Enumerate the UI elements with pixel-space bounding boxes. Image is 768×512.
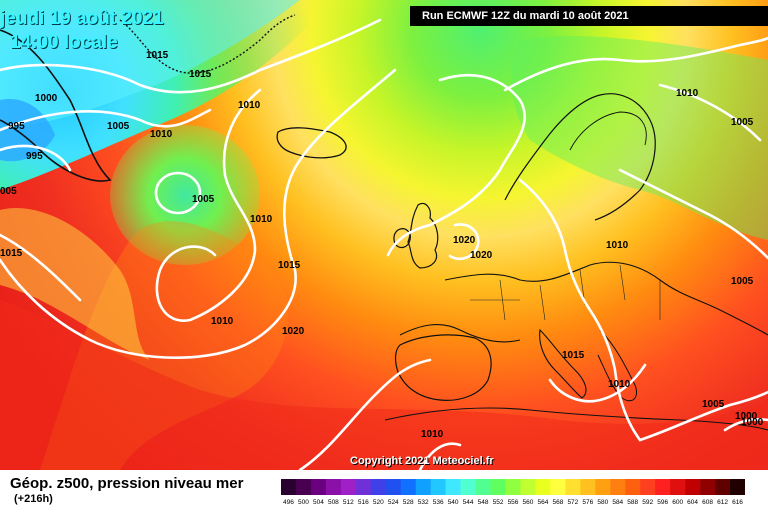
- forecast-lead-time: (+216h): [14, 493, 53, 505]
- isobar-label: 1020: [470, 250, 493, 261]
- isobar-label: 005: [0, 186, 17, 197]
- isobar-label: 1000: [735, 411, 758, 422]
- isobar-label: 1015: [562, 350, 585, 361]
- legend-tick-label: 612: [717, 499, 728, 506]
- legend-swatch: [535, 479, 551, 495]
- legend-tick-label: 548: [478, 499, 489, 506]
- legend-tick-label: 524: [388, 499, 399, 506]
- legend-swatch: [640, 479, 656, 495]
- legend-swatch: [715, 479, 731, 495]
- legend-tick-label: 500: [298, 499, 309, 506]
- legend-tick-label: 588: [627, 499, 638, 506]
- geopotential-map: 1015 1015 1010 1000 1005 1010 995 995 00…: [0, 0, 768, 470]
- isobar-label: 1005: [192, 194, 215, 205]
- copyright-text: Copyright 2021 Meteociel.fr: [350, 455, 494, 467]
- legend-swatch: [475, 479, 491, 495]
- legend-tick-label: 504: [313, 499, 324, 506]
- isobar-label: 995: [8, 121, 25, 132]
- legend-swatch: [520, 479, 536, 495]
- legend-tick-label: 560: [523, 499, 534, 506]
- isobar-label: 1010: [150, 129, 173, 140]
- isobar-label: 1010: [211, 316, 234, 327]
- legend-swatch: [430, 479, 446, 495]
- isobar-label: 1015: [146, 50, 169, 61]
- legend-swatch: [385, 479, 402, 495]
- isobar-label: 1005: [107, 121, 130, 132]
- legend-swatch: [700, 479, 716, 495]
- legend-tick-label: 596: [657, 499, 668, 506]
- legend-tick-label: 540: [448, 499, 459, 506]
- legend-tick-label: 564: [538, 499, 549, 506]
- legend-tick-label: 520: [373, 499, 384, 506]
- legend-tick-label: 556: [508, 499, 519, 506]
- legend-tick-label: 496: [283, 499, 294, 506]
- isobar-label: 1010: [676, 88, 699, 99]
- legend-tick-label: 608: [702, 499, 713, 506]
- legend-tick-label: 580: [597, 499, 608, 506]
- isobar-label: 1020: [453, 235, 476, 246]
- isobar-label: 1015: [189, 69, 212, 80]
- isobar-label: 1010: [250, 214, 273, 225]
- isobar-label: 1010: [238, 100, 261, 111]
- legend-swatch: [460, 479, 476, 495]
- legend-swatch: [565, 479, 581, 495]
- legend-tick-label: 600: [672, 499, 683, 506]
- isobar-label: 1010: [421, 429, 444, 440]
- legend-swatch: [370, 479, 387, 495]
- forecast-local-time: 14:00 locale: [10, 32, 118, 53]
- legend-swatch: [670, 479, 686, 495]
- legend-tick-label: 568: [552, 499, 563, 506]
- legend-swatch: [610, 479, 626, 495]
- legend-swatch: [625, 479, 641, 495]
- isobar-label: 1010: [608, 379, 631, 390]
- legend-tick-label: 536: [433, 499, 444, 506]
- legend-tick-label: 592: [642, 499, 653, 506]
- legend-tick-label: 508: [328, 499, 339, 506]
- isobar-label: 1015: [0, 248, 23, 259]
- isobar-label: 1020: [282, 326, 305, 337]
- legend-swatch: [580, 479, 596, 495]
- forecast-date: jeudi 19 août 2021: [0, 8, 164, 29]
- legend-swatch: [730, 479, 745, 495]
- legend-tick-label: 528: [403, 499, 414, 506]
- isobar-label: 1000: [741, 417, 764, 428]
- isobar-label: 1015: [278, 260, 301, 271]
- isobar-label: 1005: [731, 117, 754, 128]
- legend-tick-label: 604: [687, 499, 698, 506]
- model-run-label: Run ECMWF 12Z du mardi 10 août 2021: [410, 6, 768, 26]
- legend-swatch: [400, 479, 417, 495]
- legend-tick-label: 552: [493, 499, 504, 506]
- legend-swatch: [445, 479, 461, 495]
- legend-swatch: [490, 479, 506, 495]
- legend-tick-label: 516: [358, 499, 369, 506]
- legend-tick-label: 576: [582, 499, 593, 506]
- legend-tick-label: 572: [567, 499, 578, 506]
- legend-tick-label: 584: [612, 499, 623, 506]
- isobar-label: 1005: [731, 276, 754, 287]
- isobar-label: 1005: [702, 399, 725, 410]
- legend-swatch: [340, 479, 357, 495]
- legend-swatch: [415, 479, 431, 495]
- legend-swatch: [281, 479, 297, 495]
- legend-swatch: [295, 479, 312, 495]
- map-parameter-title: Géop. z500, pression niveau mer: [10, 475, 244, 492]
- legend-swatch: [655, 479, 671, 495]
- legend-swatch: [505, 479, 521, 495]
- legend-swatch: [595, 479, 611, 495]
- legend-swatch: [325, 479, 342, 495]
- legend-swatch: [355, 479, 372, 495]
- legend-swatch: [310, 479, 327, 495]
- legend-tick-label: 616: [732, 499, 743, 506]
- isobar-label: 1010: [606, 240, 629, 251]
- legend-swatch: [685, 479, 701, 495]
- legend-swatch: [550, 479, 566, 495]
- legend-tick-label: 532: [418, 499, 429, 506]
- isobar-label: 1000: [35, 93, 58, 104]
- colour-scale-legend: 496 500 504 508 512 516 520 524 528 532 536 540 544 5…: [281, 479, 745, 506]
- isobar-label: 995: [26, 151, 43, 162]
- legend-tick-label: 544: [463, 499, 474, 506]
- legend-tick-label: 512: [343, 499, 354, 506]
